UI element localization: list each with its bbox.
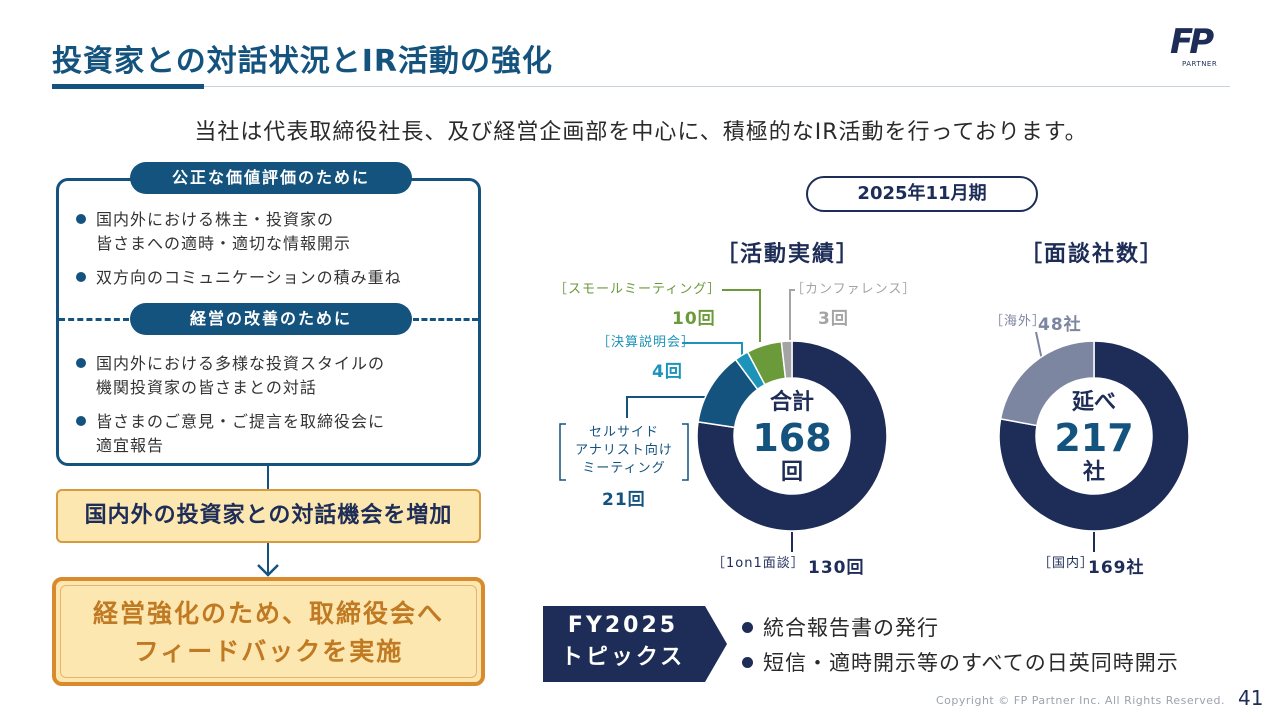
- slice-label-sellside-line3: ミーティング: [582, 461, 666, 476]
- period-badge: 2025年11月期: [806, 176, 1038, 212]
- topic-item: 統合報告書の発行: [742, 612, 939, 642]
- bullet-icon: [742, 657, 753, 668]
- section-divider-left: [59, 318, 129, 321]
- activity-slice-0: [696, 340, 888, 532]
- topics-tag: [543, 606, 727, 682]
- bullet-text: 皆さまのご意見・ご提言を取締役会に: [96, 412, 386, 431]
- bullet-item: 皆さまのご意見・ご提言を取締役会に 適宜報告: [76, 410, 385, 458]
- bullet-item: 双方向のコミュニケーションの積み重ね: [76, 266, 402, 290]
- bullet-text: 国内外における多様な投資スタイルの: [96, 354, 386, 373]
- flow-connector: [267, 543, 269, 573]
- bullet-item: 国内外における株主・投資家の 皆さまへの適時・適切な情報開示: [76, 208, 351, 256]
- lead-text: 当社は代表取締役社長、及び経営企画部を中心に、積極的なIR活動を行っております。: [194, 120, 1088, 145]
- section2-heading: 経営の改善のために: [130, 303, 412, 335]
- title-underline: [204, 86, 1230, 87]
- companies-total-prefix: 延べ: [1071, 390, 1116, 415]
- slice-label-overseas: ［海外］: [990, 314, 1047, 329]
- leader-line: [1035, 331, 1043, 361]
- page-title: 投資家との対話状況とIR活動の強化: [52, 44, 553, 79]
- logo-mark: FP: [1170, 22, 1214, 62]
- companies-slice-0: [998, 340, 1190, 532]
- bullet-icon: [76, 416, 86, 426]
- bullet-text-cont: 皆さまへの適時・適切な情報開示: [96, 234, 352, 253]
- companies-chart-title: ［面談社数］: [1020, 242, 1165, 267]
- slice-value-conference: 3回: [818, 309, 849, 329]
- bullet-text: 双方向のコミュニケーションの積み重ね: [96, 268, 402, 287]
- slice-label-1on1: ［1on1面談］: [712, 556, 805, 571]
- company-logo: FP PARTNER: [1166, 22, 1232, 72]
- topic-text: 統合報告書の発行: [763, 616, 939, 640]
- topic-text: 短信・適時開示等のすべての日英同時開示: [763, 651, 1179, 675]
- companies-slice-1: [999, 340, 1095, 427]
- flow-connector: [267, 466, 269, 489]
- slice-value-results-briefing: 4回: [652, 362, 683, 382]
- bullet-text-cont: 適宜報告: [96, 436, 165, 455]
- companies-total: 延べ 217 社: [1044, 390, 1144, 486]
- slice-label-sellside-line1: セルサイド: [588, 425, 659, 440]
- flow-step-2-line1: 経営強化のため、取締役会へ: [92, 599, 444, 628]
- flow-step-1: 国内外の投資家との対話機会を増加: [56, 489, 481, 543]
- flow-step-2-line2: フィードバックを実施: [133, 637, 404, 666]
- label-bracket: [682, 423, 689, 481]
- slice-value-small-meeting: 10回: [672, 309, 716, 329]
- slice-value-sellside: 21回: [602, 490, 646, 510]
- bullet-item: 国内外における多様な投資スタイルの 機関投資家の皆さまとの対話: [76, 352, 385, 400]
- bullet-icon: [76, 272, 86, 282]
- topic-item: 短信・適時開示等のすべての日英同時開示: [742, 647, 1179, 677]
- slice-label-sellside: セルサイド アナリスト向け ミーティング: [562, 424, 686, 478]
- label-bracket: [559, 423, 566, 481]
- topics-tag-line1: FY2025: [567, 613, 679, 638]
- topics-tag-line2: トピックス: [560, 645, 686, 670]
- bullet-icon: [76, 214, 86, 224]
- page-number: 41: [1238, 686, 1264, 710]
- section1-heading: 公正な価値評価のために: [130, 162, 412, 194]
- slice-label-sellside-line2: アナリスト向け: [575, 443, 673, 458]
- slice-value-domestic: 169社: [1088, 558, 1145, 578]
- slice-value-overseas: 48社: [1038, 315, 1082, 335]
- topics-tag-label: FY2025 トピックス: [543, 610, 703, 674]
- slice-label-small-meeting: ［スモールミーティング］: [554, 282, 722, 297]
- bullet-text-cont: 機関投資家の皆さまとの対話: [96, 378, 317, 397]
- slice-label-results-briefing: ［決算説明会］: [597, 335, 696, 350]
- activity-total-value: 168: [752, 416, 832, 460]
- title-underline-accent: [52, 84, 204, 89]
- bullet-icon: [76, 358, 86, 368]
- slice-label-conference: ［カンファレンス］: [791, 282, 917, 297]
- companies-total-value: 217: [1054, 416, 1134, 460]
- slice-label-domestic: ［国内］: [1038, 556, 1095, 571]
- section-divider-right: [413, 318, 478, 321]
- activity-chart-title: ［活動実績］: [716, 242, 861, 267]
- activity-slice-4: [780, 340, 793, 380]
- bullet-text: 国内外における株主・投資家の: [96, 210, 335, 229]
- slice-value-1on1: 130回: [808, 558, 865, 578]
- companies-total-unit: 社: [1082, 460, 1105, 485]
- bullet-icon: [742, 622, 753, 633]
- activity-total-prefix: 合計: [769, 390, 814, 415]
- leader-line: [682, 342, 743, 355]
- leader-line: [722, 289, 761, 342]
- leader-line: [789, 289, 795, 340]
- flow-step-2-inner: [60, 585, 477, 678]
- activity-total-unit: 回: [780, 460, 803, 485]
- logo-subtext: PARTNER: [1182, 60, 1218, 68]
- activity-total: 合計 168 回: [742, 390, 842, 486]
- copyright: Copyright © FP Partner Inc. All Rights R…: [936, 694, 1225, 707]
- flow-step-2: 経営強化のため、取締役会へ フィードバックを実施: [52, 577, 485, 686]
